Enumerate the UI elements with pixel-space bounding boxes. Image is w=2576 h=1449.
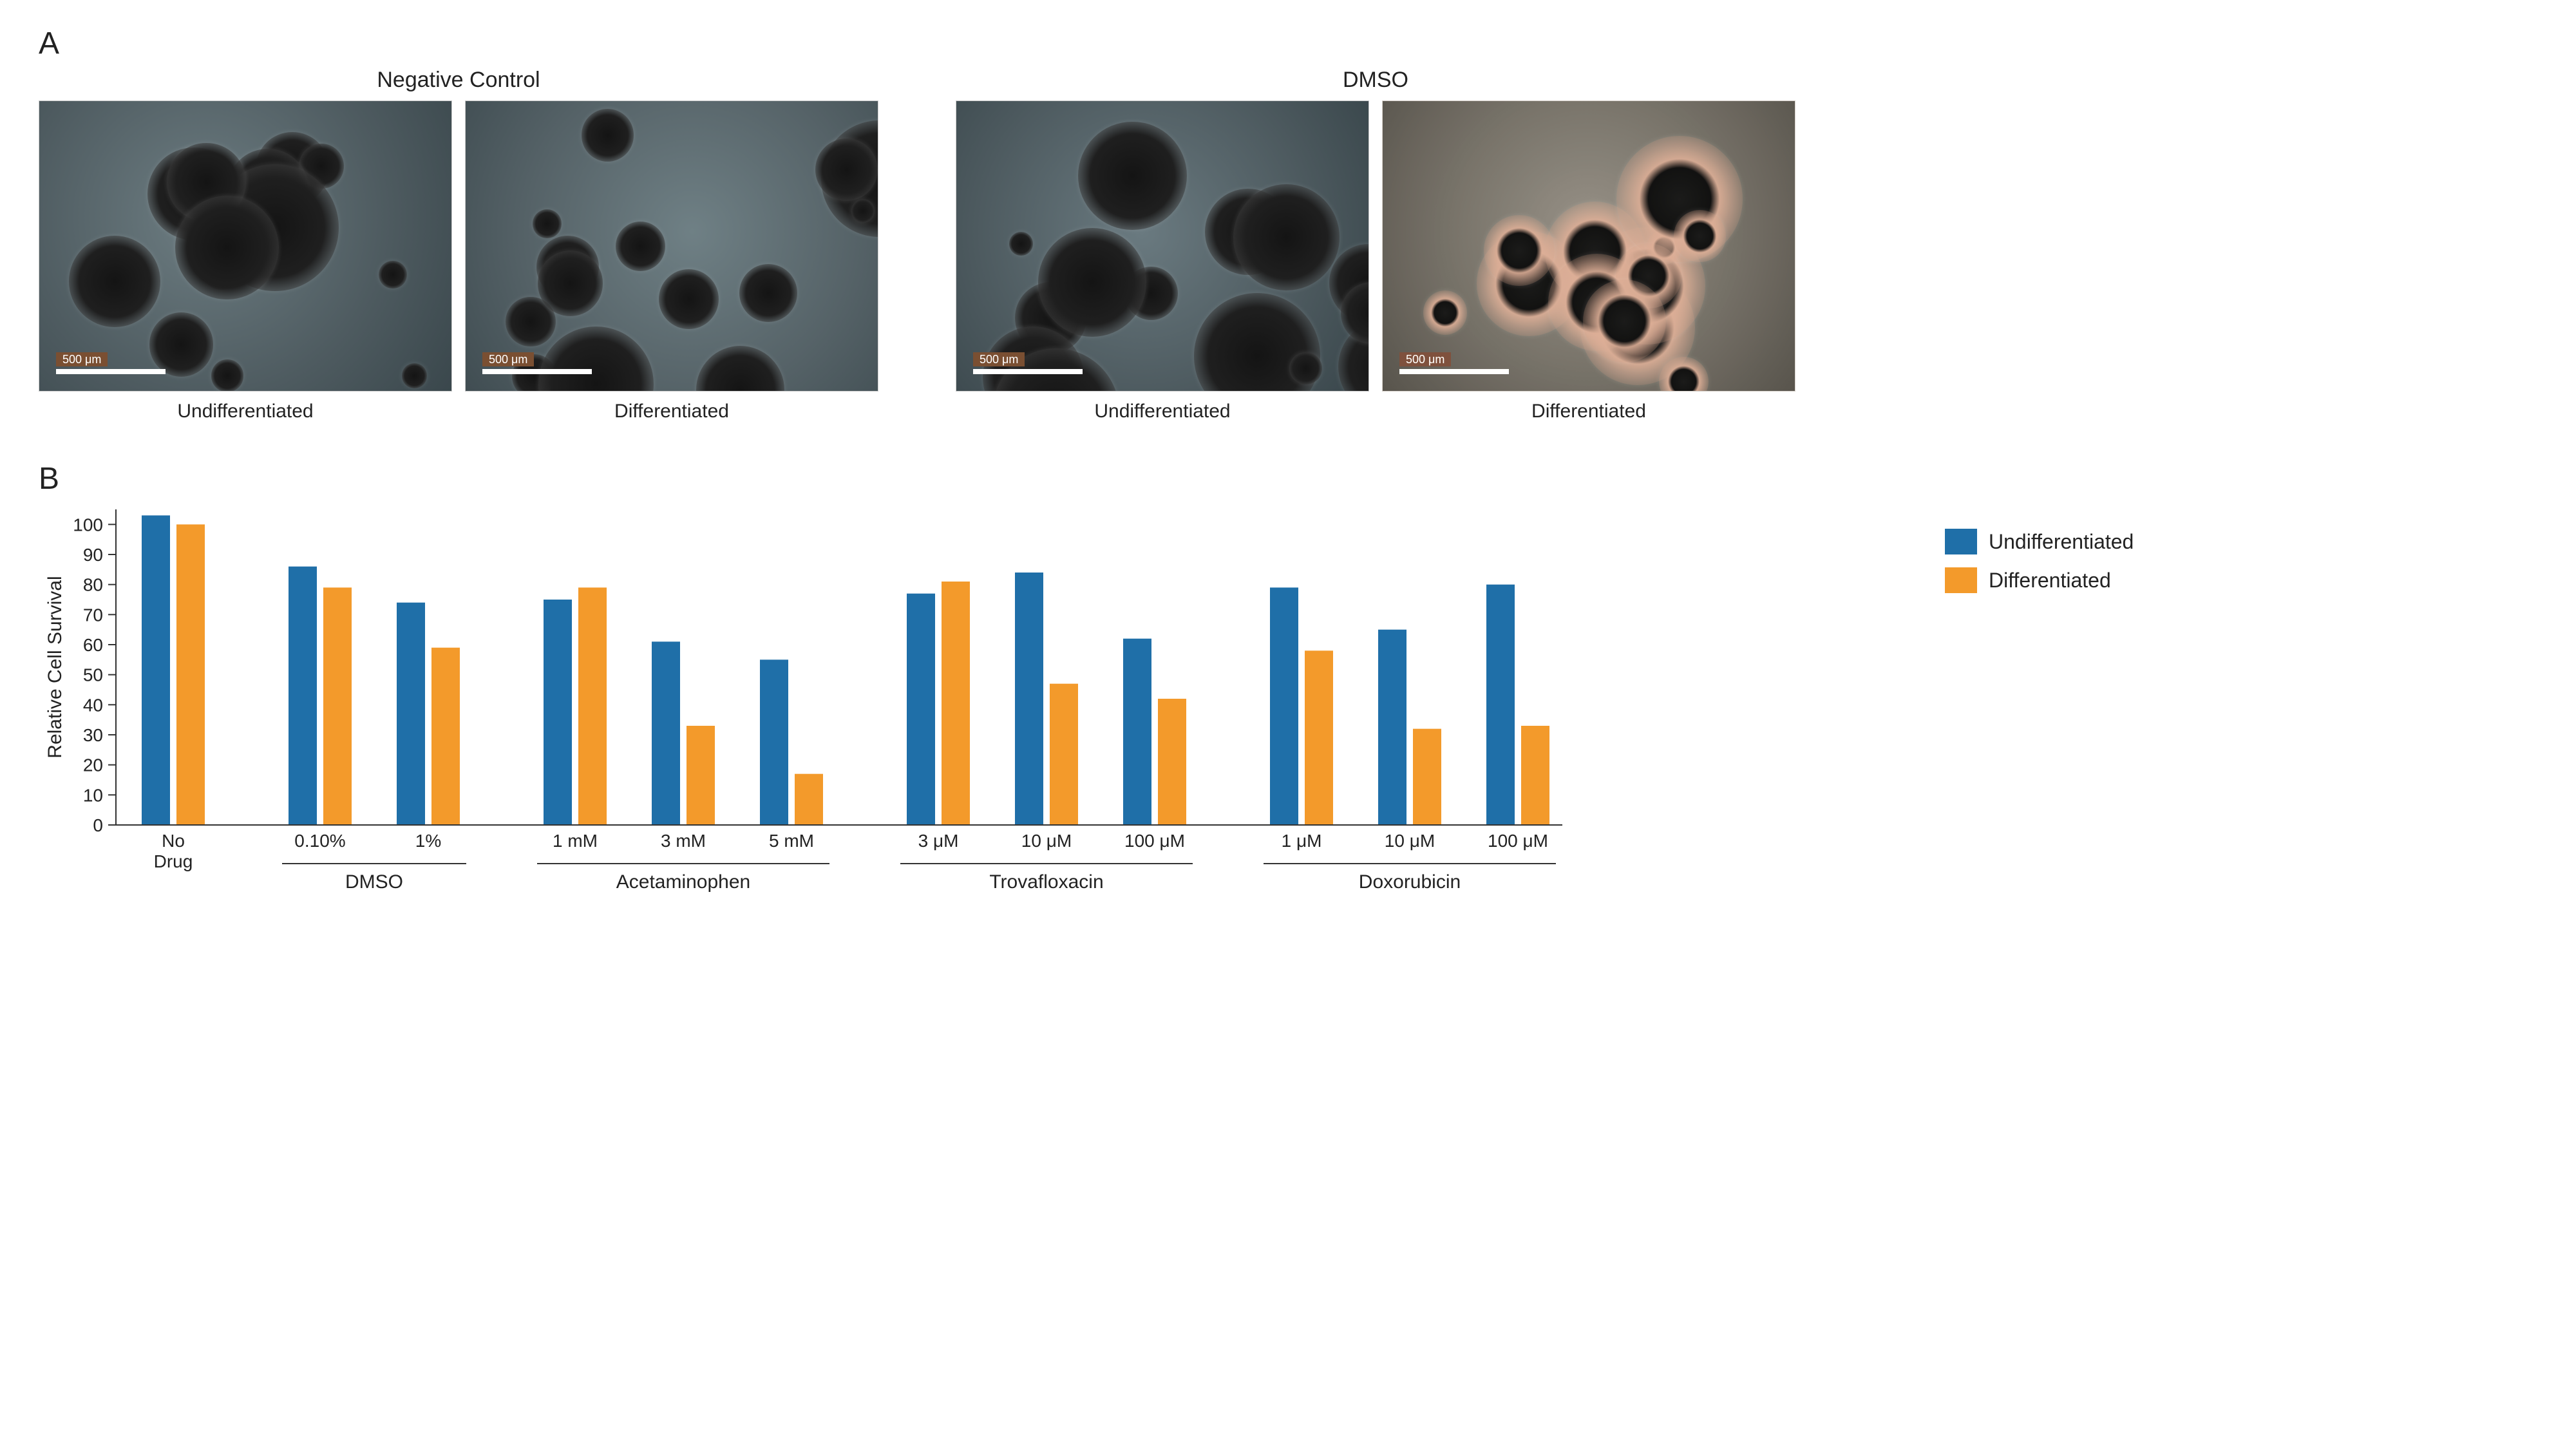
svg-text:Relative Cell Survival: Relative Cell Survival: [44, 576, 66, 758]
bar: [652, 641, 680, 825]
svg-text:100: 100: [73, 515, 103, 535]
micrograph-caption: Undifferentiated: [177, 401, 313, 422]
micrograph-image: 500 μm: [39, 100, 452, 392]
panel-b-label: B: [39, 461, 2537, 497]
bar: [1413, 729, 1441, 825]
bar: [1158, 699, 1186, 825]
micrograph-caption: Differentiated: [1531, 401, 1646, 422]
micrograph-group-title: DMSO: [1343, 68, 1408, 93]
condition-label: 3 mM: [661, 831, 706, 851]
bar: [1378, 630, 1406, 825]
bar: [578, 587, 607, 825]
micrograph-caption: Differentiated: [614, 401, 729, 422]
bar: [323, 587, 352, 825]
svg-text:60: 60: [83, 635, 103, 655]
condition-label: 100 μM: [1488, 831, 1548, 851]
bar: [397, 603, 425, 825]
bar: [907, 594, 935, 825]
bar: [289, 567, 317, 825]
condition-label: 5 mM: [769, 831, 814, 851]
panel-a-image-groups: Negative Control 500 μm Undifferentiated 50…: [39, 68, 2537, 422]
bar: [431, 648, 460, 825]
condition-label: 100 μM: [1124, 831, 1185, 851]
condition-label: 10 μM: [1021, 831, 1072, 851]
group-label: Doxorubicin: [1359, 871, 1461, 893]
micrograph-caption: Undifferentiated: [1094, 401, 1230, 422]
bar: [1270, 587, 1298, 825]
scale-bar: 500 μm: [56, 352, 166, 374]
bar: [1015, 573, 1043, 825]
bar: [1050, 684, 1078, 825]
svg-text:40: 40: [83, 695, 103, 715]
condition-label: No: [162, 831, 185, 851]
chart-legend: Undifferentiated Differentiated: [1945, 529, 2134, 606]
svg-text:70: 70: [83, 605, 103, 625]
panel-b: B 0 10 20 30 40 50 60 70 80 90 100 Relative Cell Su…: [39, 461, 2537, 925]
condition-label: 10 μM: [1385, 831, 1435, 851]
group-label: DMSO: [345, 871, 403, 893]
bar: [760, 659, 788, 825]
legend-label: Undifferentiated: [1989, 530, 2134, 554]
condition-label: 1 mM: [553, 831, 598, 851]
scale-bar: 500 μm: [482, 352, 592, 374]
bar: [1305, 650, 1333, 825]
condition-label: 1%: [415, 831, 441, 851]
panel-a: A Negative Control 500 μm Undifferentiated…: [39, 26, 2537, 422]
panel-a-label: A: [39, 26, 2537, 61]
svg-text:80: 80: [83, 575, 103, 595]
bar: [687, 726, 715, 825]
micrograph-group-title: Negative Control: [377, 68, 540, 93]
legend-item: Differentiated: [1945, 567, 2134, 593]
bar: [942, 582, 970, 825]
group-label: Trovafloxacin: [989, 871, 1103, 893]
legend-swatch: [1945, 529, 1977, 554]
bar: [544, 600, 572, 825]
bar: [1521, 726, 1549, 825]
svg-text:10: 10: [83, 785, 103, 805]
micrograph-image: 500 μm: [1382, 100, 1795, 392]
micrograph-image: 500 μm: [956, 100, 1369, 392]
bar: [1486, 585, 1515, 825]
svg-text:0: 0: [93, 815, 103, 835]
legend-item: Undifferentiated: [1945, 529, 2134, 554]
bar: [176, 524, 205, 825]
svg-text:90: 90: [83, 545, 103, 565]
condition-label: 0.10%: [294, 831, 345, 851]
bar: [795, 774, 823, 825]
condition-label: 1 μM: [1282, 831, 1322, 851]
condition-label: 3 μM: [918, 831, 959, 851]
bar-chart: 0 10 20 30 40 50 60 70 80 90 100 Relative Cell Surv…: [39, 503, 1906, 925]
bar-chart-svg: 0 10 20 30 40 50 60 70 80 90 100 Relative Cell Surv…: [39, 503, 1906, 922]
micrograph-image: 500 μm: [465, 100, 878, 392]
condition-label: Drug: [154, 851, 193, 871]
group-label: Acetaminophen: [616, 871, 750, 893]
svg-text:50: 50: [83, 665, 103, 685]
legend-label: Differentiated: [1989, 569, 2111, 592]
legend-swatch: [1945, 567, 1977, 593]
scale-bar: 500 μm: [1399, 352, 1509, 374]
bar: [1123, 639, 1151, 825]
svg-text:20: 20: [83, 755, 103, 775]
bar: [142, 515, 170, 825]
chart-wrap: 0 10 20 30 40 50 60 70 80 90 100 Relative Cell Surv…: [39, 503, 2537, 925]
svg-text:30: 30: [83, 725, 103, 745]
scale-bar: 500 μm: [973, 352, 1083, 374]
